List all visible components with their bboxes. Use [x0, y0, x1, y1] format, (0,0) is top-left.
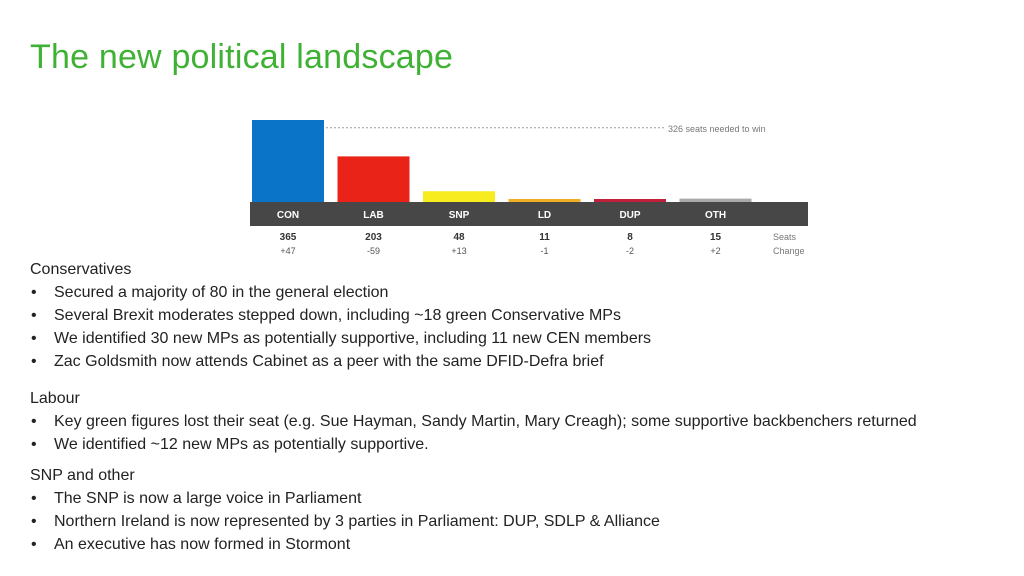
section-labour: Labour Key green figures lost their seat…: [30, 387, 1010, 456]
seats-value: 15: [710, 232, 722, 243]
change-value: -1: [540, 246, 548, 256]
seats-value: 203: [365, 232, 382, 243]
section-conservatives: Conservatives Secured a majority of 80 i…: [30, 258, 1010, 373]
change-value: +47: [280, 246, 295, 256]
section-heading: Conservatives: [30, 261, 132, 278]
bullet-list: The SNP is now a large voice in Parliame…: [30, 487, 1010, 556]
bar-con: [252, 120, 324, 202]
category-label: DUP: [619, 210, 640, 221]
bullet-item: Northern Ireland is now represented by 3…: [30, 510, 1010, 533]
seats-bar-chart: 326 seats needed to win CON 365 +47 LAB 203 -5…: [250, 120, 808, 256]
section-snp-and-other: SNP and other The SNP is now a large voi…: [30, 464, 1010, 556]
category-label: LAB: [363, 210, 384, 221]
category-label: LD: [538, 210, 551, 221]
bullet-item: Zac Goldsmith now attends Cabinet as a p…: [30, 350, 1010, 373]
seats-value: 365: [280, 232, 297, 243]
bullet-item: The SNP is now a large voice in Parliame…: [30, 487, 1010, 510]
seats-value: 11: [539, 232, 550, 243]
bullet-item: Several Brexit moderates stepped down, i…: [30, 304, 1010, 327]
bar-dup: [594, 199, 666, 202]
bullet-item: We identified 30 new MPs as potentially …: [30, 327, 1010, 350]
category-label: OTH: [705, 210, 726, 221]
change-value: -59: [367, 246, 380, 256]
bullet-item: Key green figures lost their seat (e.g. …: [30, 410, 1010, 433]
bar-snp: [423, 191, 495, 202]
threshold-label: 326 seats needed to win: [668, 124, 766, 134]
seats-value: 8: [627, 232, 633, 243]
seats-value: 48: [453, 232, 465, 243]
slide-title: The new political landscape: [30, 38, 454, 76]
bar-lab: [337, 156, 410, 202]
row-label-seats: Seats: [773, 232, 797, 242]
category-band: [250, 202, 808, 226]
row-label-change: Change: [773, 246, 805, 256]
change-value: +13: [451, 246, 466, 256]
section-heading: Labour: [30, 390, 80, 407]
bullet-item: We identified ~12 new MPs as potentially…: [30, 433, 1010, 456]
change-value: +2: [710, 246, 720, 256]
bullet-list: Secured a majority of 80 in the general …: [30, 281, 1010, 373]
section-heading: SNP and other: [30, 467, 135, 484]
bullet-item: Secured a majority of 80 in the general …: [30, 281, 1010, 304]
bar-oth: [679, 198, 752, 202]
category-label: CON: [277, 210, 299, 221]
category-label: SNP: [449, 210, 470, 221]
change-value: -2: [626, 246, 634, 256]
bar-ld: [508, 199, 581, 202]
bullet-list: Key green figures lost their seat (e.g. …: [30, 410, 1010, 456]
summary-sections: Conservatives Secured a majority of 80 i…: [30, 258, 1010, 564]
bullet-item: An executive has now formed in Stormont: [30, 533, 1010, 556]
